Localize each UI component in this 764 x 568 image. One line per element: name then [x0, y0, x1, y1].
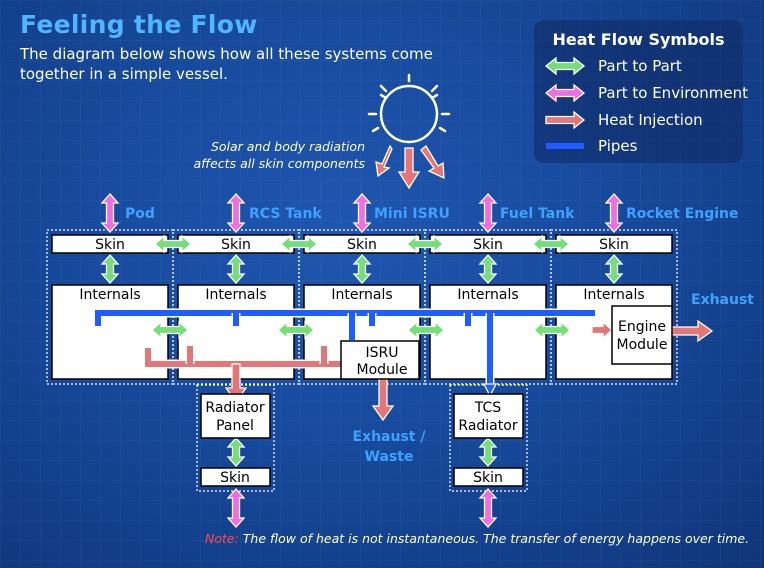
sun-icon — [367, 73, 451, 144]
internals-label-fuel: Internals — [457, 287, 518, 303]
intro-text: The diagram below shows how all these sy… — [20, 45, 433, 83]
isru-module-label: ISRU Module — [357, 345, 408, 378]
page-title: Feeling the Flow — [20, 10, 258, 39]
tcs-radiator-label: TCS Radiator — [458, 400, 517, 434]
legend-symbols — [544, 56, 586, 149]
internals-label-isru: Internals — [331, 287, 392, 303]
component-label-fuel-tank: Fuel Tank — [500, 206, 575, 222]
legend-red-arrow-icon — [545, 110, 586, 130]
skin-label-rcs: Skin — [221, 237, 251, 253]
internals-label-engine: Internals — [583, 287, 644, 303]
exhaust-waste-label: Exhaust / Waste — [352, 429, 426, 465]
pipe-system — [93, 308, 595, 398]
footnote: Note: The flow of heat is not instantane… — [205, 531, 749, 546]
internals-label-pod: Internals — [79, 287, 140, 303]
legend-label-part-to-environment: Part to Environment — [598, 84, 748, 102]
skin-label-engine: Skin — [599, 237, 629, 253]
internal-flow-arrows — [151, 320, 613, 340]
legend-pipe-icon — [546, 143, 584, 149]
legend-label-part-to-part: Part to Part — [598, 57, 682, 75]
component-label-pod: Pod — [125, 206, 155, 222]
skin-label-tcs-radiator: Skin — [473, 470, 503, 486]
legend-magenta-arrow-icon — [544, 83, 586, 103]
skin-label-fuel: Skin — [473, 237, 503, 253]
radiator-panel-label: Radiator Panel — [205, 400, 264, 434]
legend-title: Heat Flow Symbols — [552, 30, 725, 49]
legend-green-arrow-icon — [544, 56, 586, 76]
skin-label-isru: Skin — [347, 237, 377, 253]
engine-module-box — [611, 305, 673, 365]
heat-injection-lines — [143, 319, 714, 422]
component-label-rocket-engine: Rocket Engine — [626, 206, 739, 222]
radiator-panel-box — [200, 393, 271, 439]
component-label-mini-isru: Mini ISRU — [374, 206, 450, 222]
solar-radiation-label: Solar and body radiation affects all ski… — [193, 139, 365, 171]
exhaust-label: Exhaust — [691, 292, 754, 308]
tcs-radiator-box — [453, 393, 524, 439]
footnote-text: The flow of heat is not instantaneous. T… — [242, 531, 750, 546]
component-label-rcs-tank: RCS Tank — [249, 206, 322, 222]
skin-label-radiator-panel: Skin — [220, 470, 250, 486]
solar-radiation-arrows — [375, 144, 445, 190]
legend-label-pipes: Pipes — [598, 137, 638, 155]
footnote-lead: Note: — [205, 531, 239, 546]
internals-label-rcs: Internals — [205, 287, 266, 303]
legend-panel: Heat Flow Symbols Part to Part Part to E… — [534, 20, 748, 163]
skin-label-pod: Skin — [95, 237, 125, 253]
engine-module-label: Engine Module — [617, 319, 668, 353]
isru-module-box — [340, 340, 420, 380]
legend-label-heat-injection: Heat Injection — [598, 111, 703, 129]
